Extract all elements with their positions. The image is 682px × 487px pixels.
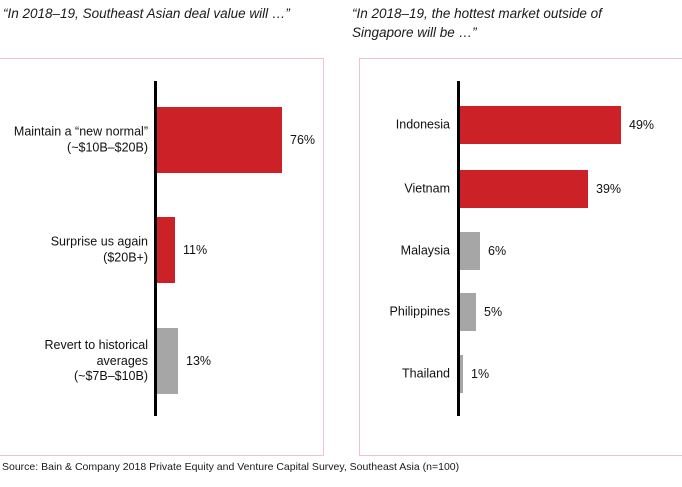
category-label-new-normal: Maintain a “new normal” (~$10B–$20B)	[0, 125, 148, 156]
value-label: 76%	[290, 133, 316, 147]
category-label-line: (~$10B–$20B)	[67, 140, 148, 154]
right-chart-title-line1: “In 2018–19, the hottest market outside …	[352, 6, 602, 21]
category-label-line: ($20B+)	[103, 250, 148, 264]
category-label-line: averages	[96, 353, 148, 368]
category-label-vietnam: Vietnam	[300, 181, 450, 197]
category-label-line: Surprise us again	[50, 234, 148, 249]
category-label-thailand: Thailand	[300, 366, 450, 382]
bar-vietnam	[460, 170, 588, 208]
bar-row-surprise: 11%	[157, 217, 207, 283]
bar-row-indonesia: 49%	[460, 106, 654, 144]
bar-indonesia	[460, 106, 621, 144]
right-chart-title: “In 2018–19, the hottest market outside …	[352, 4, 678, 42]
category-label-line: Philippines	[389, 304, 450, 319]
category-label-surprise: Surprise us again ($20B+)	[0, 235, 148, 266]
category-label-revert: Revert to historical averages (~$7B–$10B…	[0, 338, 148, 385]
bar-row-vietnam: 39%	[460, 170, 621, 208]
category-label-line: Vietnam	[404, 181, 450, 196]
bar-row-new-normal: 76%	[157, 107, 315, 173]
right-chart-title-line2: Singapore will be …”	[352, 25, 477, 40]
value-label: 6%	[488, 244, 507, 258]
category-label-line: (~$7B–$10B)	[73, 368, 148, 383]
bar-row-thailand: 1%	[460, 355, 489, 393]
category-label-philippines: Philippines	[300, 304, 450, 320]
value-label: 13%	[186, 354, 212, 368]
category-label-line: Malaysia	[400, 243, 450, 258]
value-label: 49%	[629, 118, 655, 132]
bar-malaysia	[460, 232, 480, 270]
bar-thailand	[460, 355, 463, 393]
bar-row-revert: 13%	[157, 328, 211, 394]
category-label-indonesia: Indonesia	[300, 117, 450, 133]
category-label-malaysia: Malaysia	[300, 243, 450, 259]
bar-philippines	[460, 293, 476, 331]
value-label: 39%	[596, 182, 622, 196]
value-label: 5%	[484, 305, 503, 319]
bar-row-malaysia: 6%	[460, 232, 506, 270]
category-label-line: Maintain a “new normal”	[13, 124, 148, 139]
bar-surprise	[157, 217, 175, 283]
left-chart-title: “In 2018–19, Southeast Asian deal value …	[3, 4, 339, 23]
category-label-line: Thailand	[402, 366, 450, 381]
value-label: 11%	[183, 243, 208, 257]
bar-row-philippines: 5%	[460, 293, 502, 331]
category-label-line: Indonesia	[395, 117, 450, 132]
left-chart-title-line: “In 2018–19, Southeast Asian deal value …	[3, 6, 290, 21]
value-label: 1%	[471, 367, 490, 381]
source-note: Source: Bain & Company 2018 Private Equi…	[2, 461, 460, 473]
right-chart-axis	[457, 81, 460, 416]
left-chart-axis	[154, 81, 157, 416]
bar-new-normal	[157, 107, 282, 173]
bar-revert	[157, 328, 178, 394]
category-label-line: Revert to historical	[44, 337, 148, 352]
